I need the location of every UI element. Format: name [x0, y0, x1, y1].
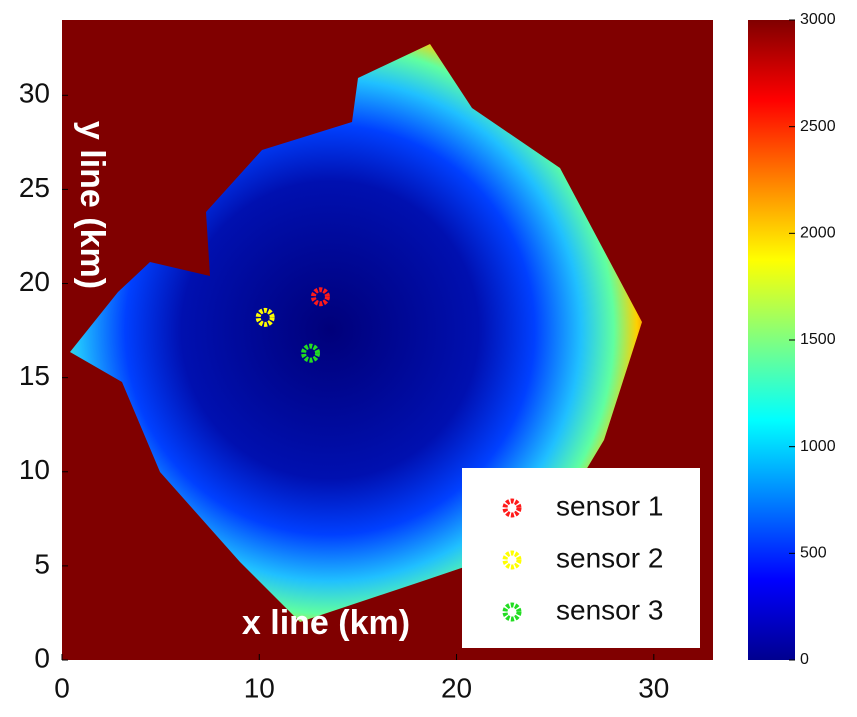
colorbar-tick-label: 1500 — [800, 331, 836, 348]
x-tick-label: 20 — [441, 672, 472, 703]
y-tick-label: 30 — [19, 78, 50, 109]
x-tick-label: 30 — [638, 672, 669, 703]
sensor-marker — [310, 287, 330, 307]
y-tick-label: 20 — [19, 266, 50, 297]
y-tick-label: 10 — [19, 454, 50, 485]
y-tick-label: 5 — [34, 548, 50, 579]
legend-box — [462, 468, 700, 648]
colorbar-tick-label: 2000 — [800, 225, 836, 242]
legend-label: sensor 1 — [556, 490, 663, 521]
colorbar-tick-label: 2500 — [800, 118, 836, 135]
y-tick-label: 25 — [19, 172, 50, 203]
colorbar-tick-label: 0 — [800, 651, 809, 668]
colorbar-tick-label: 1000 — [800, 438, 836, 455]
legend-marker — [502, 602, 522, 622]
colorbar-tick-label: 500 — [800, 545, 827, 562]
legend-marker — [502, 550, 522, 570]
colorbar — [748, 20, 795, 660]
sensor-marker — [255, 307, 275, 327]
x-tick-label: 10 — [244, 672, 275, 703]
legend-label: sensor 2 — [556, 542, 663, 573]
y-tick-label: 15 — [19, 360, 50, 391]
colorbar-tick-label: 3000 — [800, 11, 836, 28]
legend-marker — [502, 498, 522, 518]
x-tick-label: 0 — [54, 672, 70, 703]
y-tick-label: 0 — [34, 642, 50, 673]
x-axis-label: x line (km) — [242, 604, 410, 642]
y-axis-label: y line (km) — [73, 121, 111, 289]
sensor-marker — [301, 343, 321, 363]
legend-label: sensor 3 — [556, 594, 663, 625]
